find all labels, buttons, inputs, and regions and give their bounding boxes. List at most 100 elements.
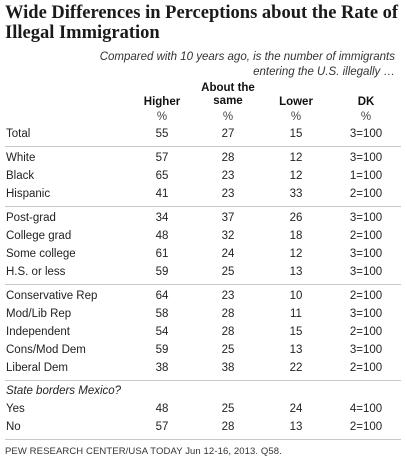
cell-same: 28 bbox=[221, 152, 235, 164]
row-label: Cons/Mod Dem bbox=[6, 344, 86, 356]
cell-same: 23 bbox=[221, 290, 235, 302]
table-row: Post-grad 34 37 26 3=100 bbox=[0, 212, 407, 229]
cell-dk: 2=100 bbox=[349, 326, 383, 338]
row-label: College grad bbox=[6, 230, 72, 242]
cell-higher: 48 bbox=[155, 230, 169, 242]
cell-dk: 3=100 bbox=[349, 212, 383, 224]
col-unit-lower: % bbox=[290, 111, 302, 123]
cell-higher: 55 bbox=[155, 128, 169, 140]
table-row: White 57 28 12 3=100 bbox=[0, 152, 407, 169]
row-label: H.S. or less bbox=[6, 266, 66, 278]
cell-higher: 38 bbox=[155, 362, 169, 374]
table-row: Mod/Lib Rep 58 28 11 3=100 bbox=[0, 308, 407, 325]
cell-higher: 64 bbox=[155, 290, 169, 302]
cell-lower: 13 bbox=[289, 344, 303, 356]
row-label: Conservative Rep bbox=[6, 290, 98, 302]
cell-higher: 65 bbox=[155, 170, 169, 182]
cell-lower: 13 bbox=[289, 266, 303, 278]
table-row: Liberal Dem 38 38 22 2=100 bbox=[0, 362, 407, 379]
cell-higher: 59 bbox=[155, 266, 169, 278]
cell-dk: 3=100 bbox=[349, 128, 383, 140]
cell-dk: 1=100 bbox=[349, 170, 383, 182]
table-row: Black 65 23 12 1=100 bbox=[0, 170, 407, 187]
row-label: Independent bbox=[6, 326, 70, 338]
col-header-dk: DK bbox=[357, 96, 375, 108]
cell-lower: 15 bbox=[289, 326, 303, 338]
cell-same: 28 bbox=[221, 326, 235, 338]
cell-dk: 3=100 bbox=[349, 152, 383, 164]
cell-same: 24 bbox=[221, 248, 235, 260]
cell-lower: 13 bbox=[289, 421, 303, 433]
cell-same: 25 bbox=[221, 266, 235, 278]
table-row: Some college 61 24 12 3=100 bbox=[0, 248, 407, 265]
cell-dk: 2=100 bbox=[349, 188, 383, 200]
cell-lower: 18 bbox=[289, 230, 303, 242]
cell-higher: 58 bbox=[155, 308, 169, 320]
row-divider bbox=[5, 284, 401, 285]
cell-higher: 61 bbox=[155, 248, 169, 260]
cell-higher: 54 bbox=[155, 326, 169, 338]
cell-lower: 33 bbox=[289, 188, 303, 200]
col-header-lower: Lower bbox=[279, 96, 313, 108]
cell-same: 27 bbox=[221, 128, 235, 140]
row-label: Hispanic bbox=[6, 188, 51, 200]
cell-same: 28 bbox=[221, 421, 235, 433]
row-label: Mod/Lib Rep bbox=[6, 308, 72, 320]
row-divider bbox=[5, 146, 401, 147]
cell-same: 32 bbox=[221, 230, 235, 242]
cell-higher: 41 bbox=[155, 188, 169, 200]
cell-dk: 3=100 bbox=[349, 308, 383, 320]
cell-dk: 2=100 bbox=[349, 230, 383, 242]
cell-lower: 24 bbox=[289, 403, 303, 415]
cell-lower: 11 bbox=[290, 308, 302, 320]
cell-lower: 26 bbox=[289, 212, 303, 224]
row-label: White bbox=[6, 152, 36, 164]
table-row: Hispanic 41 23 33 2=100 bbox=[0, 188, 407, 205]
page-title: Wide Differences in Perceptions about th… bbox=[5, 3, 399, 43]
cell-lower: 12 bbox=[289, 152, 303, 164]
cell-higher: 57 bbox=[155, 421, 169, 433]
section-label-state-borders-mexico: State borders Mexico? bbox=[6, 385, 122, 397]
cell-dk: 4=100 bbox=[349, 403, 383, 415]
cell-same: 37 bbox=[221, 212, 235, 224]
cell-dk: 2=100 bbox=[349, 290, 383, 302]
row-label: Some college bbox=[6, 248, 76, 260]
cell-same: 25 bbox=[221, 403, 235, 415]
cell-lower: 10 bbox=[289, 290, 303, 302]
cell-dk: 3=100 bbox=[349, 266, 383, 278]
row-divider bbox=[5, 206, 401, 207]
cell-higher: 59 bbox=[155, 344, 169, 356]
cell-same: 23 bbox=[221, 188, 235, 200]
table-row: Conservative Rep 64 23 10 2=100 bbox=[0, 290, 407, 307]
cell-lower: 22 bbox=[289, 362, 303, 374]
cell-dk: 3=100 bbox=[349, 248, 383, 260]
cell-same: 38 bbox=[221, 362, 235, 374]
cell-dk: 2=100 bbox=[349, 421, 383, 433]
row-label: Yes bbox=[6, 403, 25, 415]
table-row: Independent 54 28 15 2=100 bbox=[0, 326, 407, 343]
cell-lower: 12 bbox=[289, 248, 303, 260]
cell-higher: 57 bbox=[155, 152, 169, 164]
cell-dk: 3=100 bbox=[349, 344, 383, 356]
source-footer: PEW RESEARCH CENTER/USA TODAY Jun 12-16,… bbox=[5, 446, 282, 457]
cell-same: 28 bbox=[221, 308, 235, 320]
table-row: No 57 28 13 2=100 bbox=[0, 421, 407, 438]
cell-dk: 2=100 bbox=[349, 362, 383, 374]
row-divider bbox=[5, 439, 401, 440]
cell-same: 25 bbox=[221, 344, 235, 356]
table-row: H.S. or less 59 25 13 3=100 bbox=[0, 266, 407, 283]
row-label: No bbox=[6, 421, 21, 433]
col-unit-dk: % bbox=[360, 111, 372, 123]
cell-higher: 48 bbox=[155, 403, 169, 415]
row-label: Post-grad bbox=[6, 212, 56, 224]
col-unit-about-the-same: % bbox=[222, 111, 234, 123]
table-row: Cons/Mod Dem 59 25 13 3=100 bbox=[0, 344, 407, 361]
row-divider bbox=[5, 380, 401, 381]
cell-lower: 12 bbox=[289, 170, 303, 182]
col-header-higher: Higher bbox=[143, 96, 181, 108]
row-label: Total bbox=[6, 128, 31, 140]
col-unit-higher: % bbox=[156, 111, 168, 123]
table-header: Higher About the same Lower DK % % % % bbox=[0, 80, 407, 123]
question-subtitle: Compared with 10 years ago, is the numbe… bbox=[99, 51, 395, 78]
